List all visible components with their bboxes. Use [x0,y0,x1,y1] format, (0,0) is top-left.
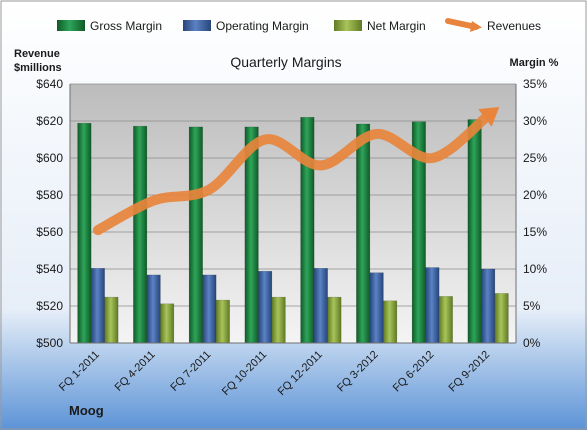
gross-margin-bar [188,126,203,344]
operating-margin-bar [258,270,273,344]
legend-swatch-gross-margin [57,20,85,31]
right-tick-label: 15% [523,225,547,239]
operating-margin-bar [146,274,161,344]
left-axis-label-line1: Revenue [14,48,60,60]
operating-margin-bar [313,268,328,344]
left-axis-label-line2: $millions [14,62,62,74]
net-margin-bar [438,296,453,344]
gross-margin-bar [77,122,92,344]
operating-margin-bar [202,274,217,344]
bars [77,117,509,344]
legend-item-revenues: Revenues [445,18,541,33]
net-margin-bar [494,293,509,344]
legend-label-operating-margin: Operating Margin [216,19,309,33]
net-margin-bar [104,296,119,344]
operating-margin-bar [425,267,440,344]
chart-title: Quarterly Margins [230,54,341,70]
net-margin-bar [383,300,398,344]
left-tick-label: $500 [36,336,63,350]
left-tick-label: $520 [36,299,63,313]
legend-label-revenues: Revenues [487,19,541,33]
legend-label-net-margin: Net Margin [367,19,426,33]
left-tick-label: $560 [36,225,63,239]
left-tick-label: $640 [36,77,63,91]
net-margin-bar [215,299,230,344]
legend-swatch-net-margin [334,20,362,31]
gross-margin-bar [133,125,148,344]
net-margin-bar [271,296,286,344]
legend-label-gross-margin: Gross Margin [90,19,162,33]
legend-item-gross-margin: Gross Margin [57,19,162,33]
right-tick-label: 25% [523,151,547,165]
right-tick-label: 10% [523,262,547,276]
left-tick-label: $620 [36,114,63,128]
legend-item-operating-margin: Operating Margin [183,19,309,33]
left-tick-label: $580 [36,188,63,202]
gross-margin-bar [244,126,259,344]
net-margin-bar [160,303,175,344]
gross-margin-bar [300,117,315,344]
legend-item-net-margin: Net Margin [334,19,426,33]
revenue-line [92,110,494,236]
legend: Gross Margin Operating Margin Net Margin… [57,18,541,33]
revenue-arrowhead [478,106,500,127]
left-tick-label: $540 [36,262,63,276]
operating-margin-bar [481,268,496,344]
left-tick-label: $600 [36,151,63,165]
right-tick-label: 5% [523,299,541,313]
gross-margin-bar [356,123,371,344]
right-tick-label: 0% [523,336,541,350]
net-margin-bar [327,296,342,344]
gross-margin-bar [467,119,482,344]
right-tick-label: 35% [523,77,547,91]
right-tick-label: 20% [523,188,547,202]
right-axis-label: Margin % [510,57,559,69]
right-tick-label: 30% [523,114,547,128]
company-label: Moog [69,403,104,418]
operating-margin-bar [369,272,384,344]
legend-swatch-operating-margin [183,20,211,31]
operating-margin-bar [90,268,105,344]
revenue-line-layer [92,106,500,236]
legend-arrow-revenues [470,21,482,32]
